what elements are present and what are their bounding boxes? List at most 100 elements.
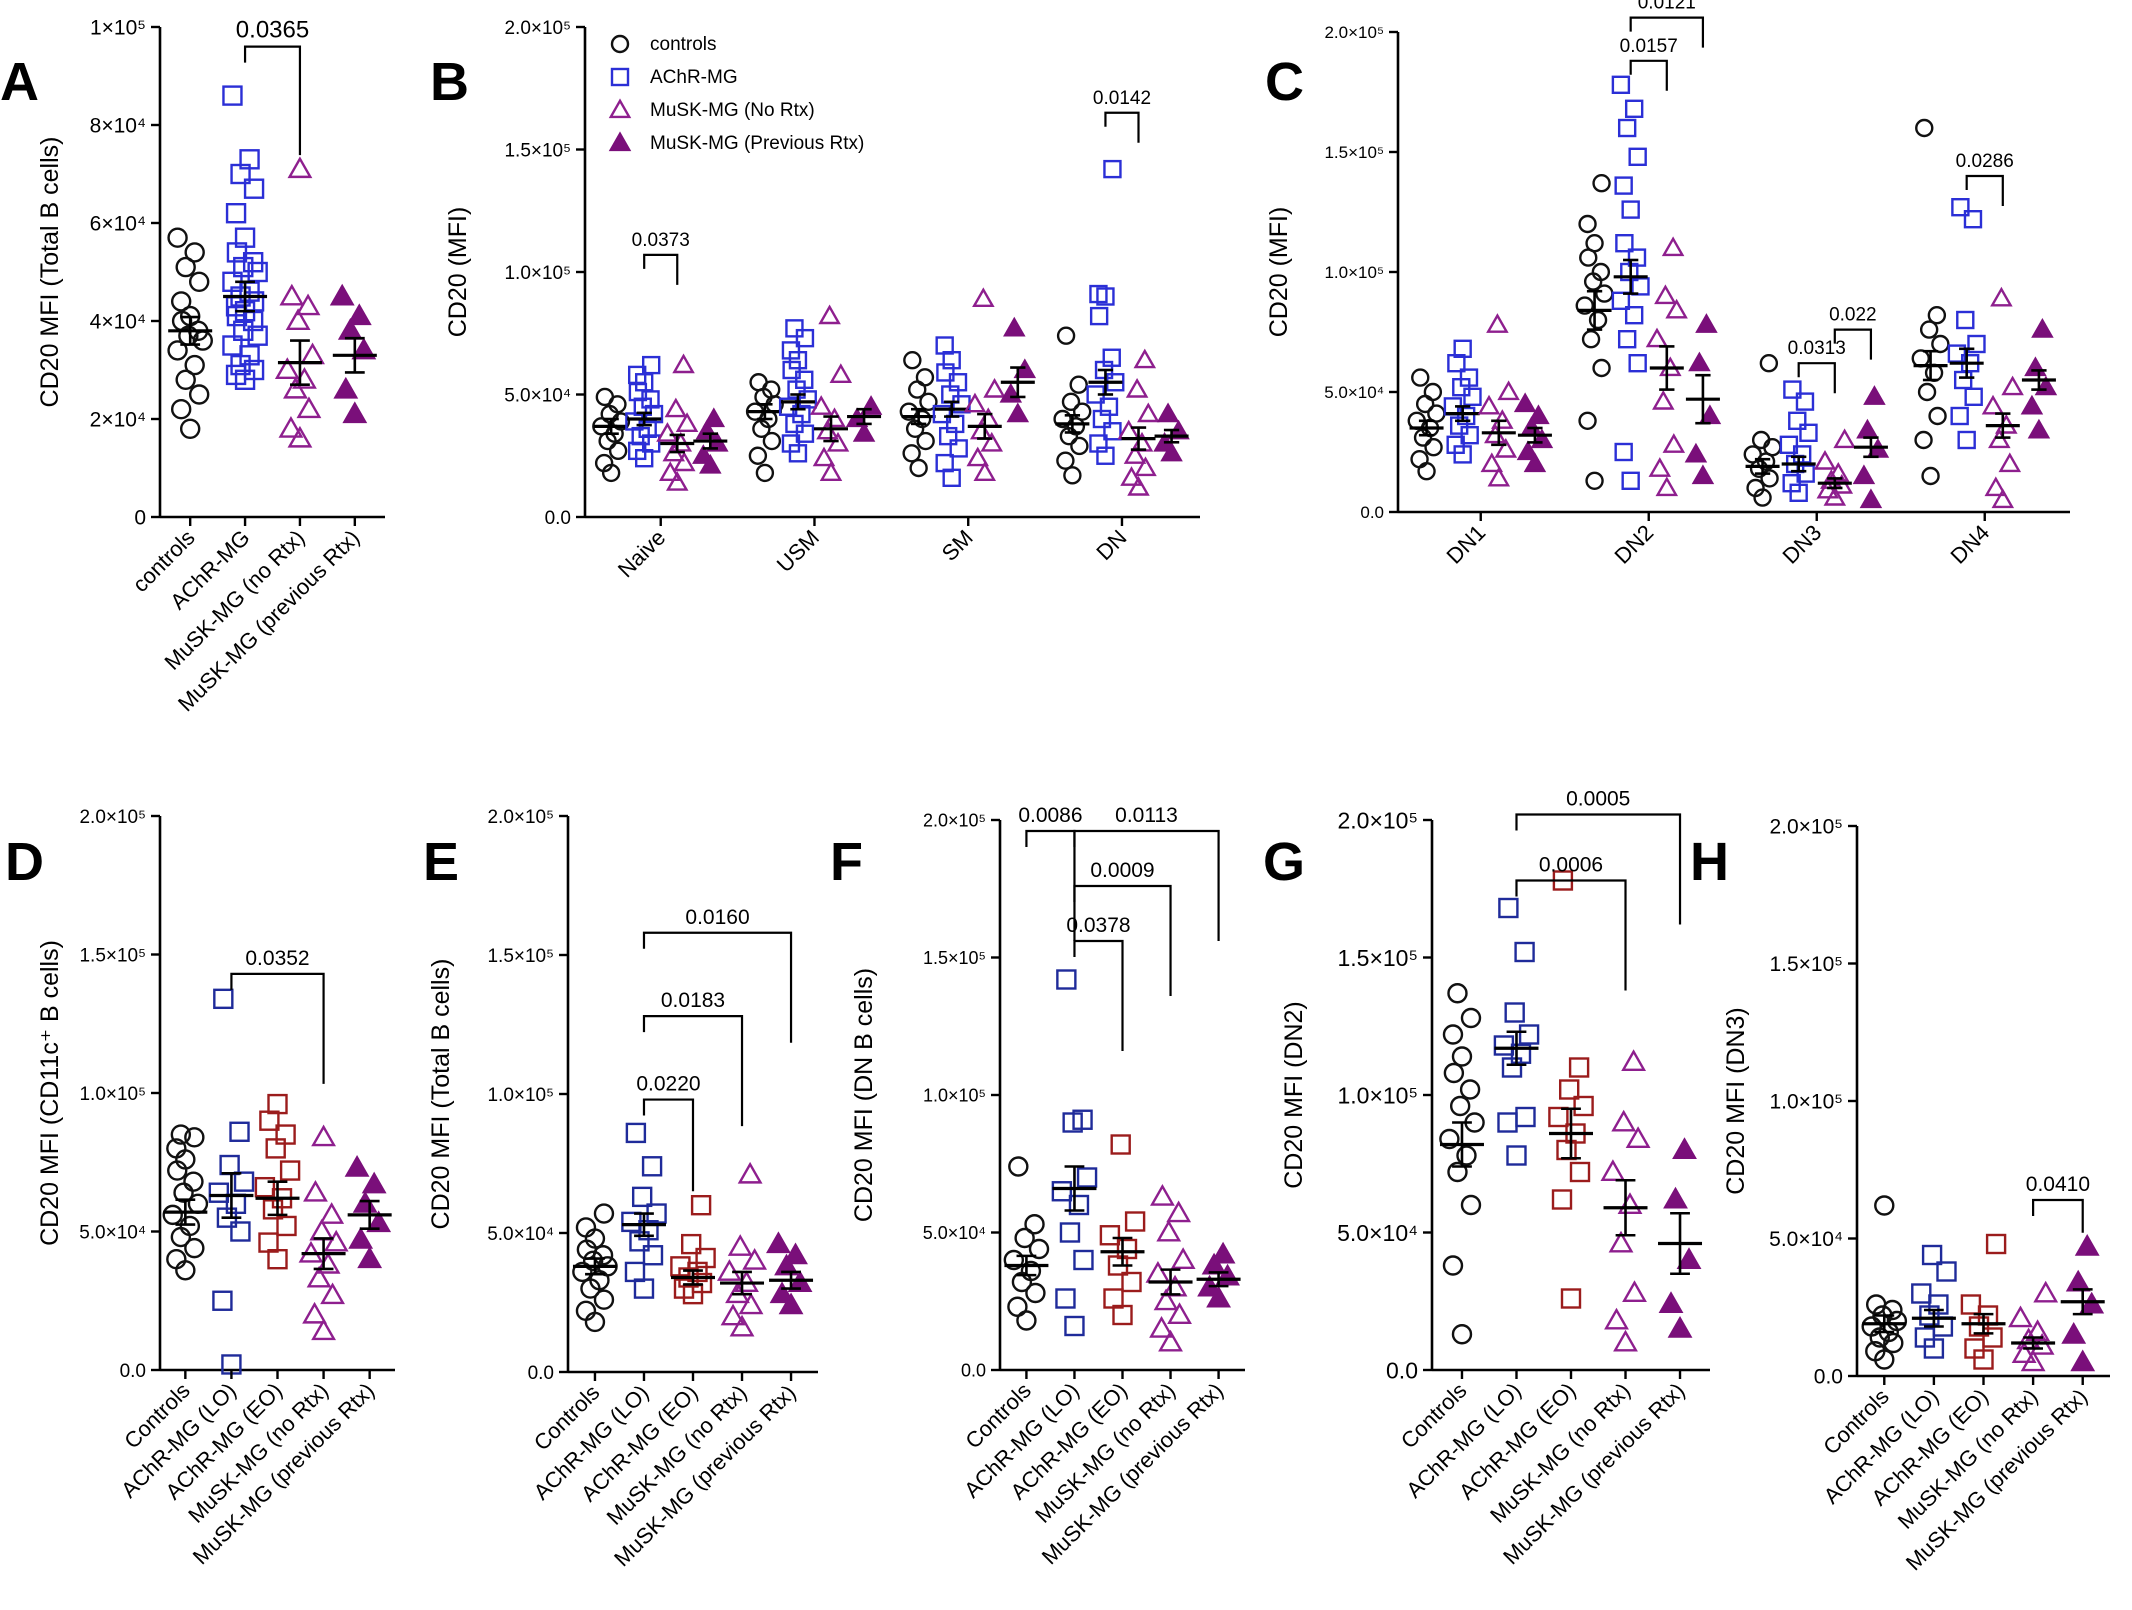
data-point (1578, 214, 1597, 234)
data-point (1210, 1241, 1236, 1264)
group-2 (1099, 1134, 1146, 1326)
y-tick-label: 1.5×10⁵ (1337, 945, 1418, 971)
data-point (783, 1242, 808, 1265)
data-point (1446, 435, 1465, 454)
group-4 (2060, 1233, 2105, 1372)
data-point (1663, 1186, 1688, 1209)
data-point (1608, 1230, 1634, 1253)
data-point (2011, 1341, 2037, 1363)
data-point (664, 397, 688, 418)
data-point (742, 1248, 768, 1270)
data-point (2070, 1349, 2096, 1372)
data-point (1859, 488, 1883, 509)
data-point (243, 359, 265, 381)
data-point (1628, 147, 1647, 167)
data-point (795, 328, 815, 348)
data-point (1518, 1024, 1540, 1045)
data-point (695, 1247, 716, 1269)
data-point (690, 1194, 712, 1216)
data-point (229, 1121, 250, 1142)
data-point (1006, 402, 1030, 423)
y-tick-label: 0.0 (1386, 1357, 1418, 1383)
data-point (302, 1301, 327, 1324)
data-point (170, 291, 192, 312)
significance-bracket (1629, 59, 1668, 91)
data-point (296, 396, 322, 419)
group-1 (1051, 969, 1098, 1337)
data-point (1621, 1049, 1647, 1071)
data-point (213, 988, 234, 1010)
data-point (1921, 466, 1940, 486)
data-point (729, 1314, 755, 1337)
panel-a: A 0 2×10⁴ 4×10⁴ 6×10⁴ 8×10⁴ 1×10⁵ CD20 MFI (To… (0, 17, 385, 716)
data-point (167, 340, 188, 361)
data-point (320, 1282, 345, 1305)
panel-letter-c: C (1265, 52, 1304, 112)
data-point (1116, 1238, 1138, 1260)
data-point (1661, 236, 1685, 257)
data-point (1931, 334, 1950, 354)
data-point (1585, 471, 1604, 490)
y-tick-label: 1.5×10⁵ (504, 140, 571, 161)
group-0 (167, 227, 213, 439)
data-point (1795, 392, 1815, 411)
data-point (1056, 326, 1076, 345)
data-point (1672, 1137, 1697, 1159)
data-point (915, 368, 935, 387)
data-point (188, 271, 210, 292)
data-point (1170, 1247, 1196, 1269)
data-point (1615, 233, 1634, 253)
data-point (852, 422, 876, 442)
data-point (184, 242, 205, 263)
y-tick-label: 5.0×10⁴ (487, 1224, 554, 1245)
p-value-label: 0.0157 (1620, 36, 1678, 57)
data-point (1591, 262, 1611, 282)
data-point (575, 1217, 597, 1238)
y-axis-label: CD20 MFI (Total B cells) (36, 137, 64, 408)
data-point (1125, 377, 1149, 398)
series-0 (1407, 118, 1950, 507)
data-point (909, 458, 928, 478)
data-point (188, 384, 210, 405)
data-point (1127, 475, 1150, 496)
data-point (1856, 418, 1879, 439)
y-axis-label: CD20 MFI (DN B cells) (850, 968, 878, 1222)
data-point (720, 1303, 746, 1326)
data-point (593, 1203, 615, 1224)
data-point (1102, 348, 1121, 367)
data-point (781, 434, 801, 453)
data-point (1957, 430, 1976, 450)
significance-bracket (1104, 111, 1140, 143)
data-point (1072, 1109, 1093, 1130)
data-point (1025, 1282, 1046, 1304)
data-point (184, 1127, 205, 1148)
group-1 (1493, 897, 1540, 1166)
data-point (624, 1261, 646, 1283)
y-tick-label: 1.0×10⁵ (1324, 263, 1384, 282)
y-tick-label: 0.0 (545, 508, 571, 529)
data-point (1936, 1261, 1957, 1282)
data-point (1981, 394, 2005, 415)
data-point (1592, 358, 1611, 378)
y-tick-label: 1.5×10⁵ (79, 945, 146, 966)
data-point (1967, 334, 1986, 354)
group-4 (344, 1155, 392, 1269)
data-point (1861, 1316, 1882, 1337)
data-point (699, 453, 722, 474)
data-point (1460, 1007, 1482, 1029)
significance-bracket (243, 45, 302, 156)
data-point (1523, 452, 1547, 473)
group-0 (1861, 1195, 1908, 1370)
y-tick-label: 0.0 (120, 1361, 146, 1382)
data-point (608, 441, 628, 461)
series-0 (592, 326, 1092, 485)
data-point (658, 461, 682, 481)
data-point (1076, 1167, 1098, 1188)
y-tick-label: 6×10⁴ (90, 213, 146, 236)
data-point (1153, 1288, 1179, 1311)
data-point (829, 363, 853, 383)
panel-e: E 0.0 5.0×10⁴ 1.0×10⁵ 1.5×10⁵ 2.0×10⁵ CD20 MF… (423, 807, 818, 1571)
data-point (1051, 1181, 1073, 1202)
data-point (1117, 419, 1140, 440)
data-point (1956, 310, 1975, 330)
